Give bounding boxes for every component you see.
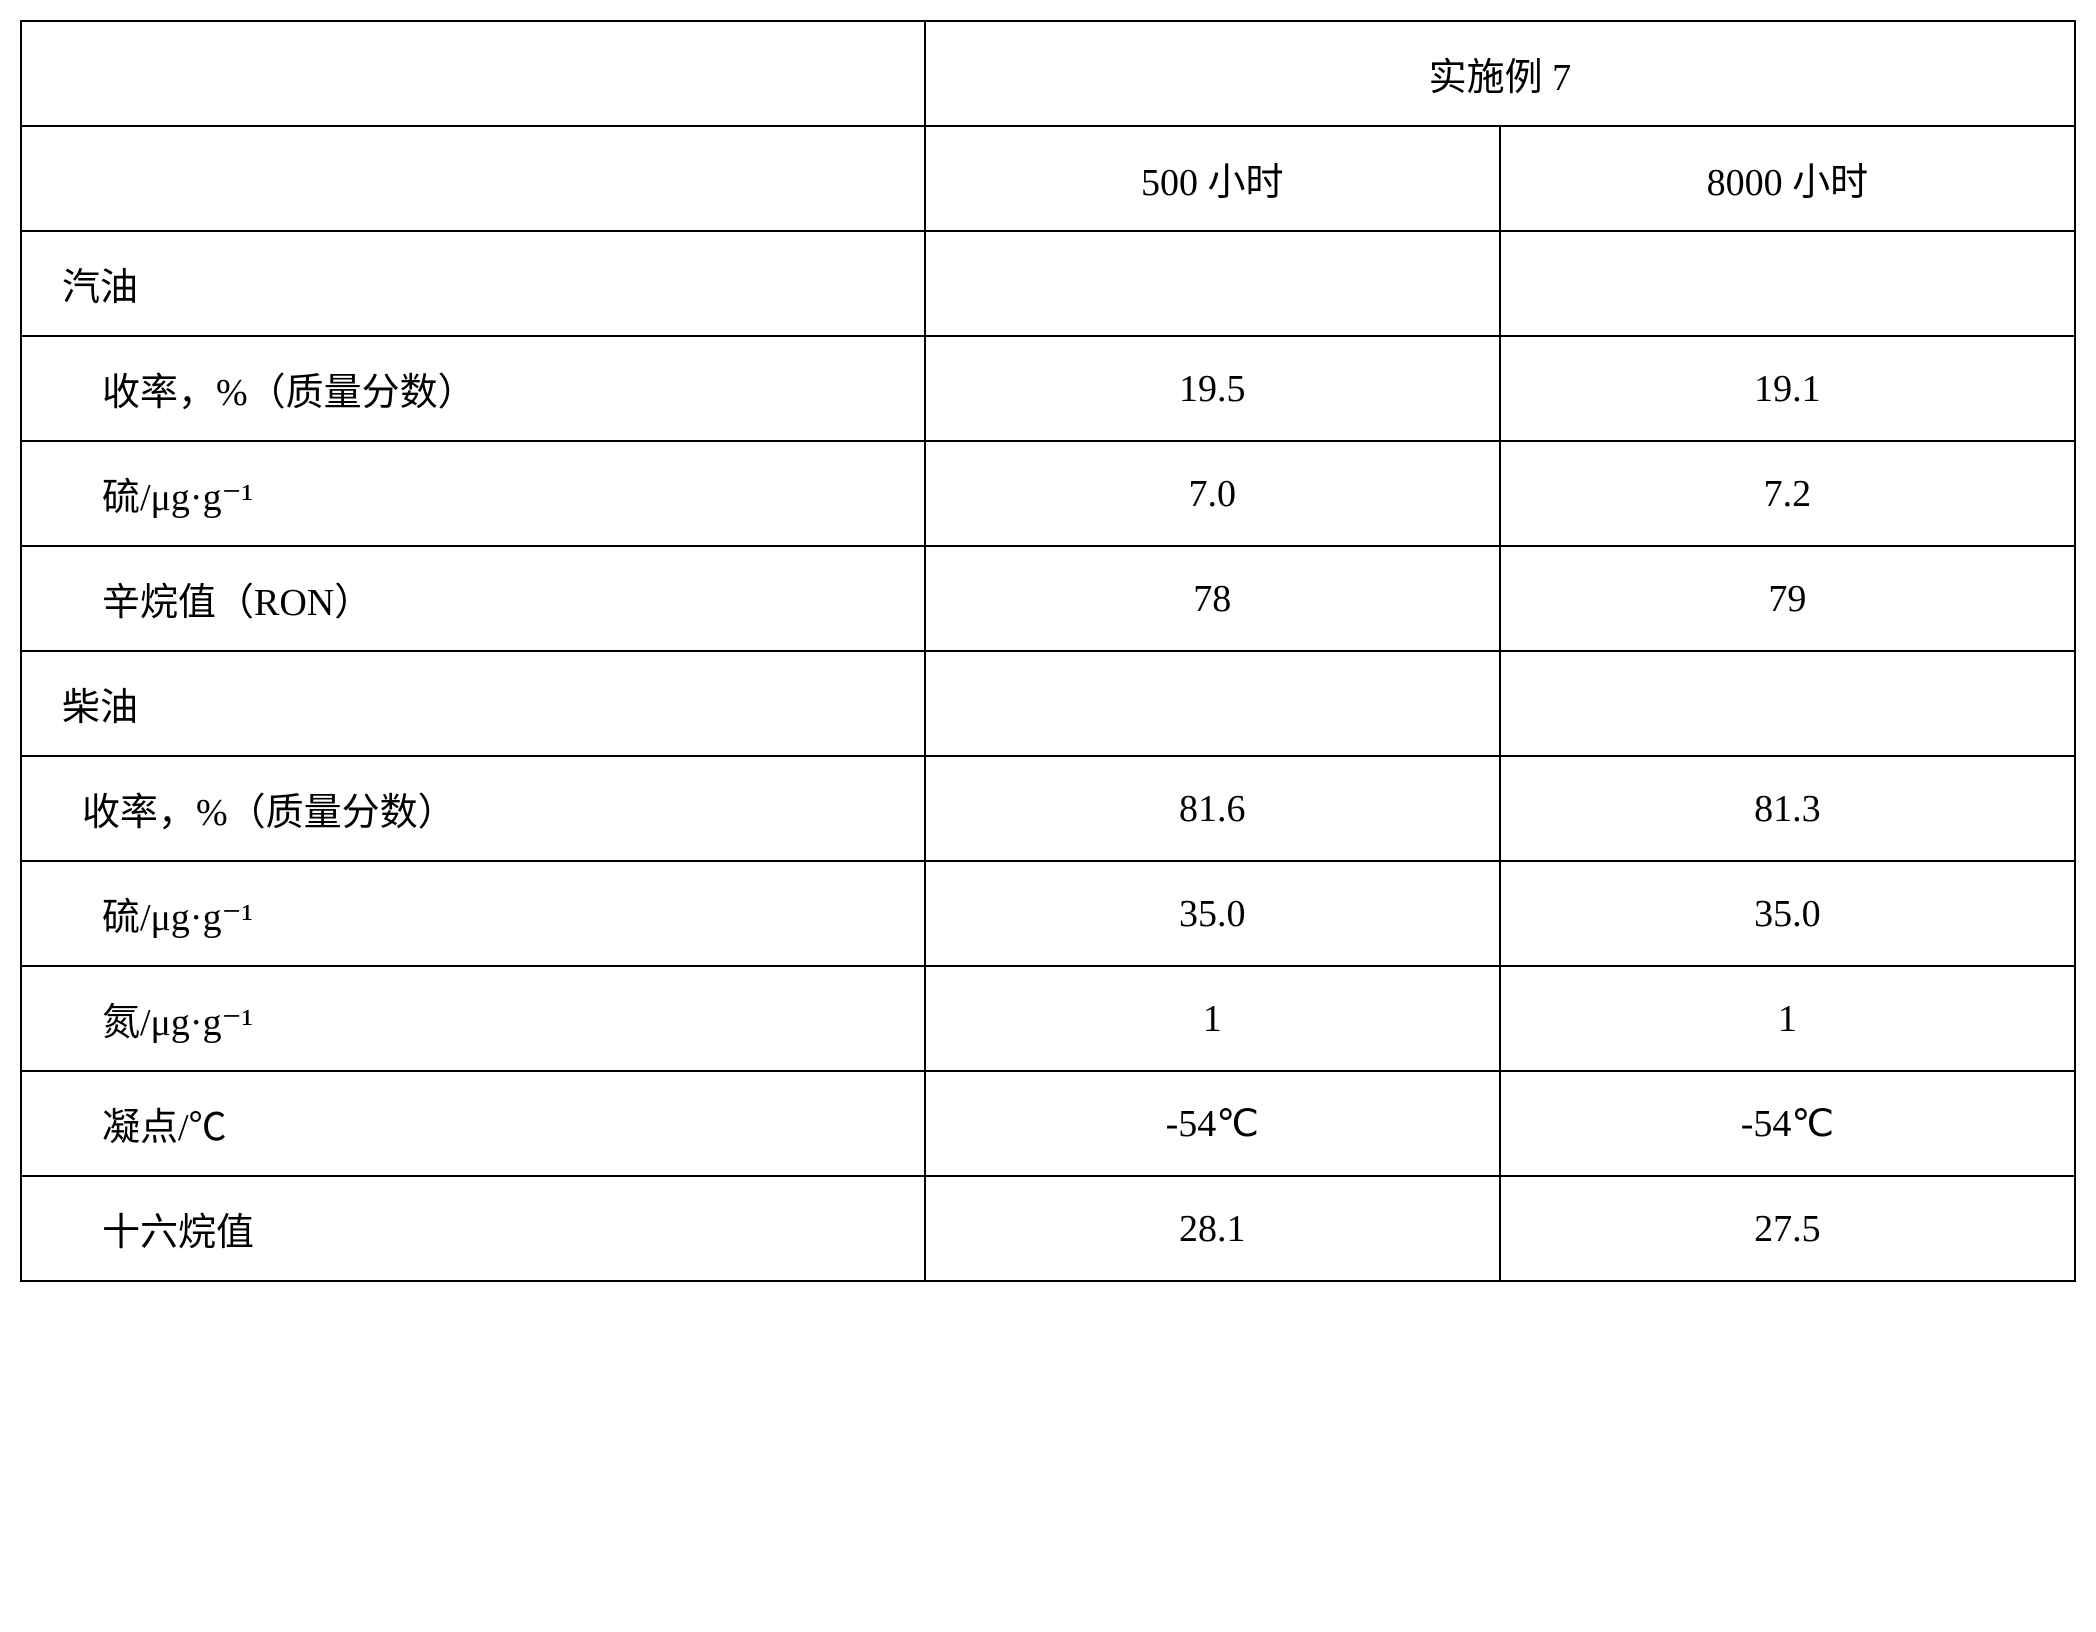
header-empty-cell-2	[21, 126, 925, 231]
diesel-nitrogen-500: 1	[925, 966, 1500, 1071]
diesel-cetane-row: 十六烷值 28.1 27.5	[21, 1176, 2075, 1281]
time-col-1: 500 小时	[925, 126, 1500, 231]
diesel-sulfur-500: 35.0	[925, 861, 1500, 966]
diesel-pour-8000: -54℃	[1500, 1071, 2075, 1176]
time-col-2: 8000 小时	[1500, 126, 2075, 231]
gasoline-section-row: 汽油	[21, 231, 2075, 336]
diesel-yield-row: 收率，%（质量分数） 81.6 81.3	[21, 756, 2075, 861]
empty-cell	[925, 651, 1500, 756]
diesel-cetane-500: 28.1	[925, 1176, 1500, 1281]
empty-cell	[1500, 231, 2075, 336]
sulfur-label-diesel: 硫/μg·g⁻¹	[21, 861, 925, 966]
diesel-section-label: 柴油	[21, 651, 925, 756]
diesel-nitrogen-8000: 1	[1500, 966, 2075, 1071]
yield-label-diesel: 收率，%（质量分数）	[21, 756, 925, 861]
empty-cell	[1500, 651, 2075, 756]
gasoline-yield-8000: 19.1	[1500, 336, 2075, 441]
gasoline-section-label: 汽油	[21, 231, 925, 336]
diesel-sulfur-row: 硫/μg·g⁻¹ 35.0 35.0	[21, 861, 2075, 966]
gasoline-sulfur-8000: 7.2	[1500, 441, 2075, 546]
header-empty-cell	[21, 21, 925, 126]
sulfur-label: 硫/μg·g⁻¹	[21, 441, 925, 546]
header-row-2: 500 小时 8000 小时	[21, 126, 2075, 231]
nitrogen-label: 氮/μg·g⁻¹	[21, 966, 925, 1071]
cetane-label: 十六烷值	[21, 1176, 925, 1281]
gasoline-sulfur-500: 7.0	[925, 441, 1500, 546]
yield-label: 收率，%（质量分数）	[21, 336, 925, 441]
pour-label: 凝点/℃	[21, 1071, 925, 1176]
header-title-cell: 实施例 7	[925, 21, 2075, 126]
gasoline-octane-500: 78	[925, 546, 1500, 651]
gasoline-octane-row: 辛烷值（RON） 78 79	[21, 546, 2075, 651]
diesel-cetane-8000: 27.5	[1500, 1176, 2075, 1281]
diesel-nitrogen-row: 氮/μg·g⁻¹ 1 1	[21, 966, 2075, 1071]
gasoline-yield-row: 收率，%（质量分数） 19.5 19.1	[21, 336, 2075, 441]
header-row-1: 实施例 7	[21, 21, 2075, 126]
data-table: 实施例 7 500 小时 8000 小时 汽油 收率，%（质量分数） 19.5 …	[20, 20, 2076, 1282]
gasoline-sulfur-row: 硫/μg·g⁻¹ 7.0 7.2	[21, 441, 2075, 546]
diesel-sulfur-8000: 35.0	[1500, 861, 2075, 966]
diesel-pour-500: -54℃	[925, 1071, 1500, 1176]
diesel-yield-8000: 81.3	[1500, 756, 2075, 861]
gasoline-octane-8000: 79	[1500, 546, 2075, 651]
empty-cell	[925, 231, 1500, 336]
diesel-yield-500: 81.6	[925, 756, 1500, 861]
octane-label: 辛烷值（RON）	[21, 546, 925, 651]
diesel-pour-row: 凝点/℃ -54℃ -54℃	[21, 1071, 2075, 1176]
diesel-section-row: 柴油	[21, 651, 2075, 756]
gasoline-yield-500: 19.5	[925, 336, 1500, 441]
